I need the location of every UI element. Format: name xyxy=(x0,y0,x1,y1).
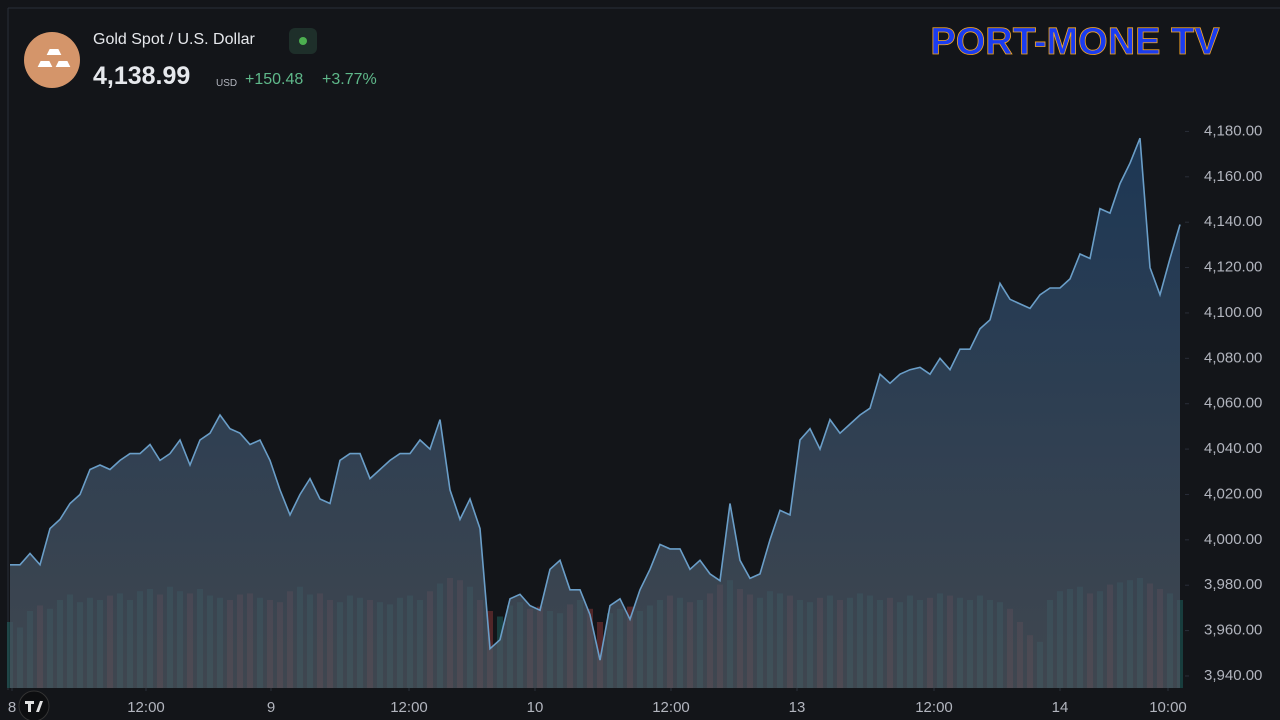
x-tick-label: 14 xyxy=(1052,699,1069,716)
symbol-icon xyxy=(24,32,80,88)
x-tick-label: 12:00 xyxy=(390,699,428,716)
x-tick-label: 10 xyxy=(527,699,544,716)
x-tick-label: 9 xyxy=(267,699,275,716)
price-line xyxy=(10,137,1181,661)
x-tick-label: 8 xyxy=(8,699,16,716)
tv-icon[interactable] xyxy=(18,690,50,720)
y-tick-label: 3,960.00 xyxy=(1204,622,1262,639)
price-area xyxy=(10,138,1180,688)
y-tick-label: 4,000.00 xyxy=(1204,531,1262,548)
x-tick-label: 13 xyxy=(789,699,806,716)
volume-bar xyxy=(597,622,603,688)
x-tick-label: 10:00 xyxy=(1149,699,1187,716)
y-tick-label: 3,940.00 xyxy=(1204,667,1262,684)
y-tick-label: 4,060.00 xyxy=(1204,395,1262,412)
status-dot xyxy=(299,37,307,45)
y-tick-label: 4,160.00 xyxy=(1204,168,1262,185)
x-tick-label: 12:00 xyxy=(915,699,953,716)
currency: USD xyxy=(216,78,238,89)
y-tick-label: 4,120.00 xyxy=(1204,259,1262,276)
y-tick-label: 4,020.00 xyxy=(1204,485,1262,502)
price: 4,138.99 xyxy=(93,62,191,90)
change-percent: +3.77% xyxy=(322,71,377,88)
y-tick-label: 4,080.00 xyxy=(1204,349,1262,366)
x-tick-label: 12:00 xyxy=(127,699,165,716)
logo: PORT-MONE TV xyxy=(930,21,1220,63)
tv-icon-glyph xyxy=(25,701,43,712)
symbol-name: Gold Spot / U.S. Dollar xyxy=(93,31,255,48)
gold-bars xyxy=(34,47,74,69)
x-tick-label: 12:00 xyxy=(652,699,690,716)
y-tick-label: 4,180.00 xyxy=(1204,122,1262,139)
y-tick-label: 4,100.00 xyxy=(1204,304,1262,321)
change: +150.48 xyxy=(245,71,304,88)
y-tick-label: 4,140.00 xyxy=(1204,213,1262,230)
y-tick-label: 4,040.00 xyxy=(1204,440,1262,457)
y-tick-label: 3,980.00 xyxy=(1204,576,1262,593)
x-axis-strip xyxy=(0,690,1280,720)
plot-area xyxy=(7,137,1183,688)
